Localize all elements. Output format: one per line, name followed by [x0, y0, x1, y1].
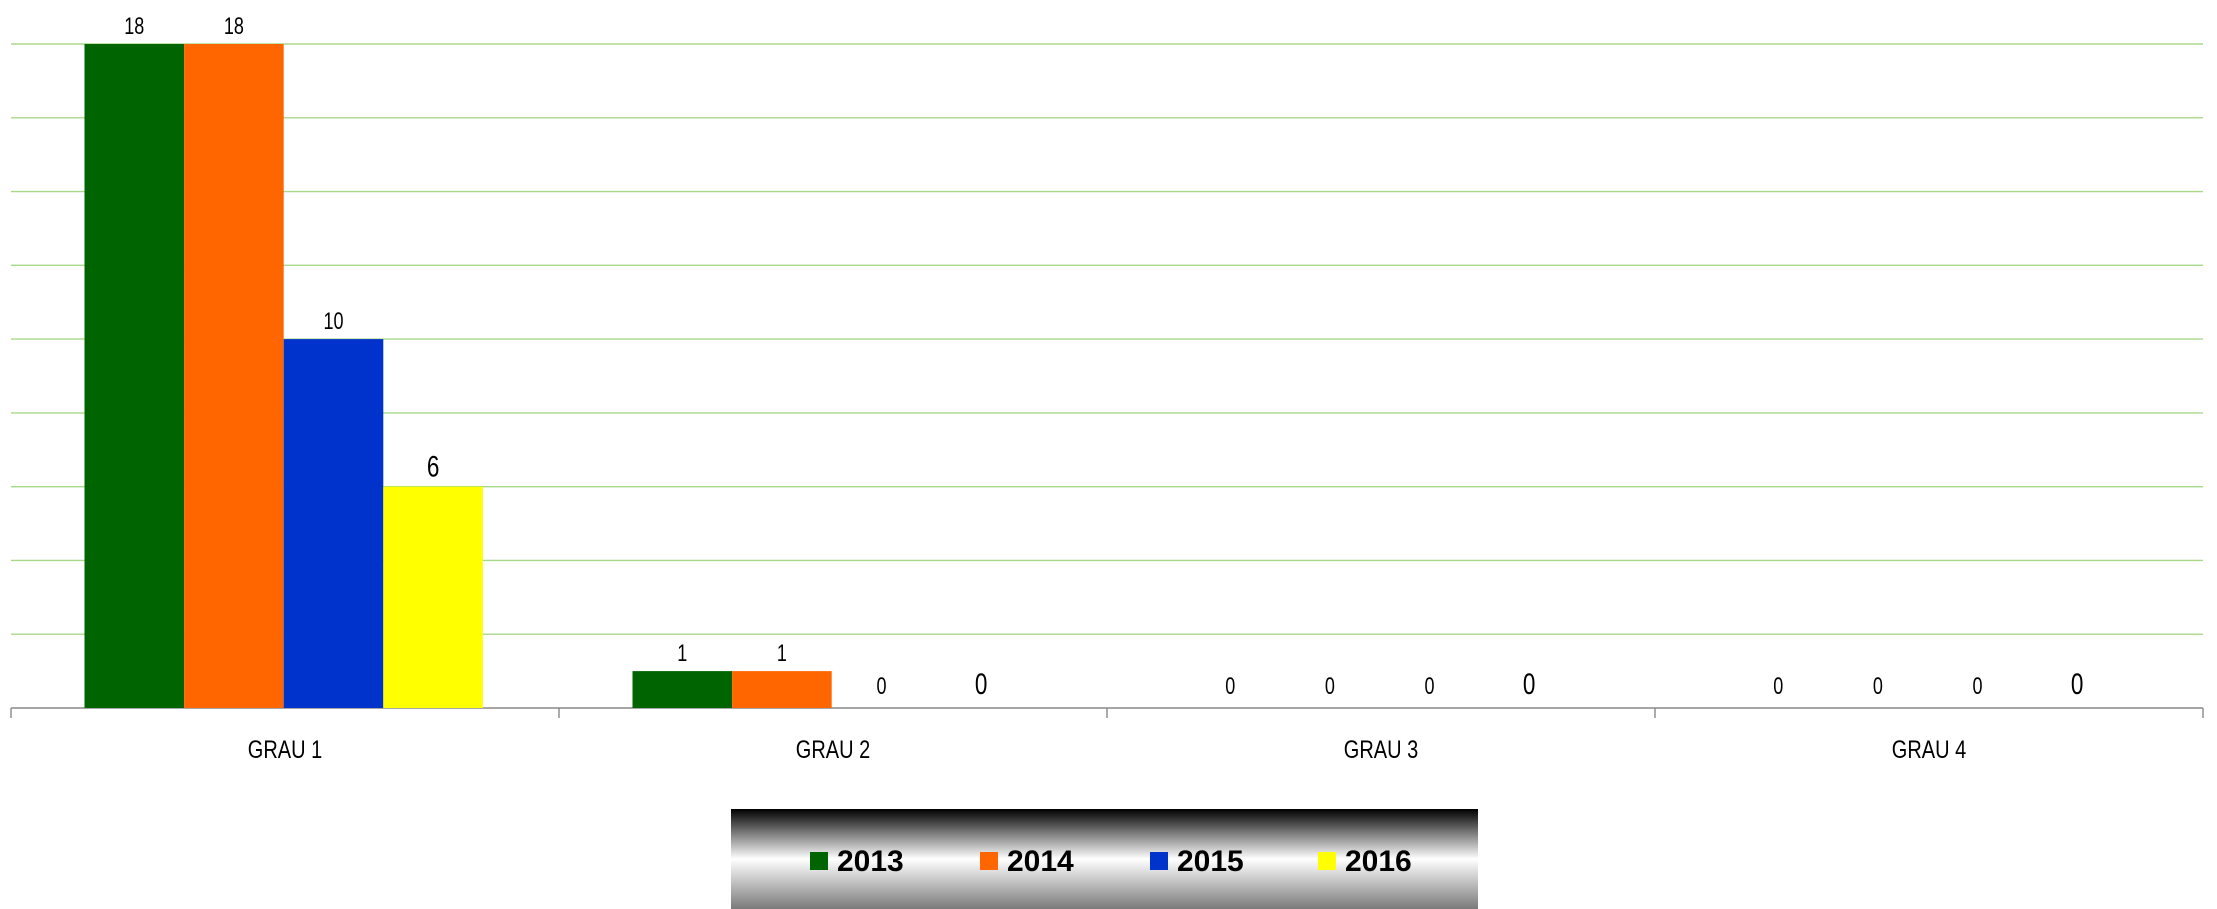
data-label: 0 — [876, 674, 886, 700]
bar — [84, 44, 185, 708]
legend-label: 2016 — [1345, 845, 1412, 878]
data-label: 6 — [427, 450, 440, 484]
legend-label: 2015 — [1177, 845, 1244, 878]
legend-label: 2014 — [1007, 845, 1074, 878]
data-label: 0 — [1773, 674, 1783, 700]
data-label: 0 — [1523, 667, 1536, 701]
legend-swatch — [1150, 852, 1168, 870]
legend-box — [731, 809, 1478, 909]
legend-swatch — [980, 852, 998, 870]
bar — [184, 44, 284, 708]
data-label: 0 — [1424, 674, 1434, 700]
x-tick-label: GRAU 2 — [796, 736, 870, 764]
x-tick-label: GRAU 1 — [248, 736, 322, 764]
data-label: 1 — [777, 641, 787, 667]
data-label: 0 — [1325, 674, 1335, 700]
bar — [383, 486, 483, 708]
data-label: 18 — [224, 14, 244, 40]
data-label: 10 — [323, 309, 343, 335]
bar — [632, 671, 733, 708]
data-label: 0 — [1972, 674, 1982, 700]
data-label: 0 — [975, 667, 988, 701]
x-tick-label: GRAU 4 — [1892, 736, 1966, 764]
data-label: 1 — [677, 641, 687, 667]
legend-swatch — [810, 852, 828, 870]
data-label: 0 — [1225, 674, 1235, 700]
bar — [732, 671, 832, 708]
x-tick-label: GRAU 3 — [1344, 736, 1418, 764]
data-label: 0 — [1873, 674, 1883, 700]
legend-swatch — [1318, 852, 1336, 870]
bar — [283, 339, 384, 708]
data-label: 0 — [2071, 667, 2084, 701]
legend-label: 2013 — [837, 845, 904, 878]
data-label: 18 — [124, 14, 144, 40]
